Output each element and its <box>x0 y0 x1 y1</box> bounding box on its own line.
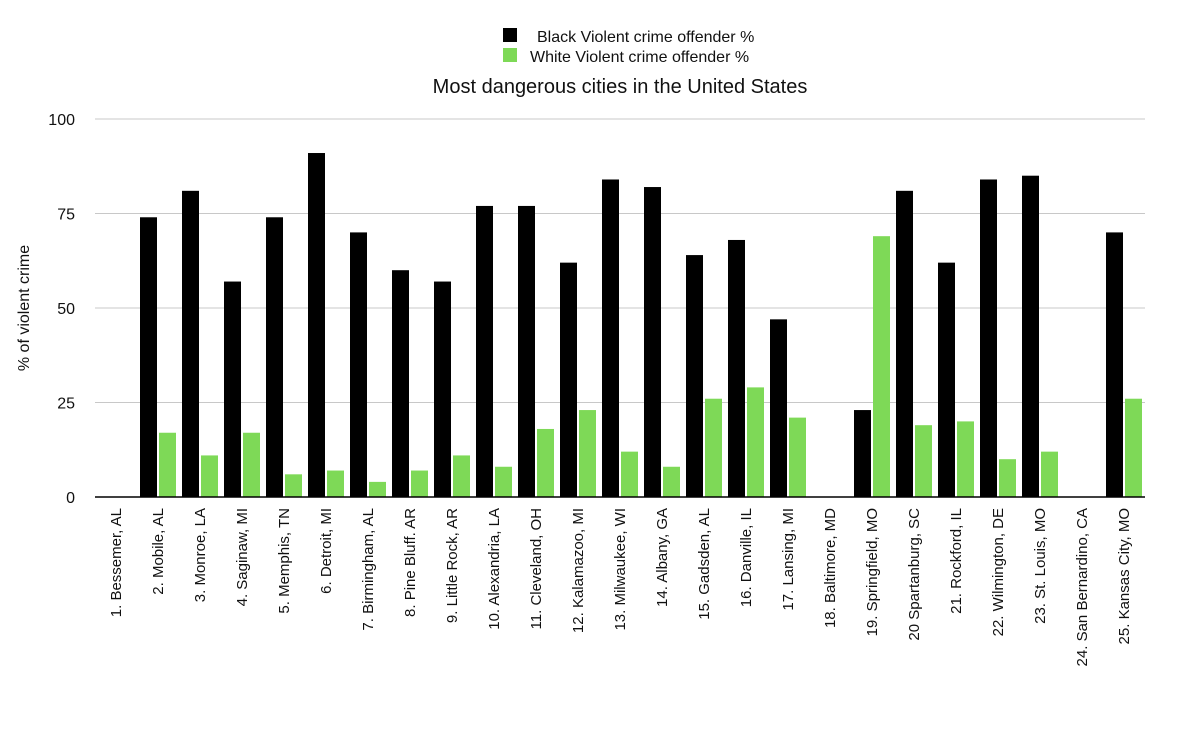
x-tick-label: 10. Alexandria, LA <box>486 508 503 630</box>
bar-black <box>854 410 871 497</box>
y-tick-label: 0 <box>66 490 75 507</box>
bar-white <box>1041 451 1058 497</box>
x-tick-label: 22. Wilmington, DE <box>990 508 1007 636</box>
bar-white <box>999 459 1016 497</box>
x-tick-label: 8. Pine Bluff. AR <box>402 508 419 617</box>
bar-white <box>789 417 806 497</box>
bar-black <box>770 319 787 497</box>
x-tick-label: 4. Saginaw, MI <box>234 508 251 606</box>
bar-black <box>1022 175 1039 497</box>
bar-white <box>915 425 932 497</box>
legend-label-white: White Violent crime offender % <box>530 49 749 66</box>
bar-white <box>663 466 680 497</box>
bar-black <box>980 179 997 498</box>
y-axis-label: % of violent crime <box>16 245 33 371</box>
x-tick-label: 25. Kansas City, MO <box>1116 508 1133 644</box>
bar-white <box>411 470 428 497</box>
x-tick-label: 16. Danville, IL <box>738 508 755 607</box>
x-tick-label: 3. Monroe, LA <box>192 508 209 602</box>
x-tick-label: 12. Kalamazoo, MI <box>570 508 587 633</box>
bar-white <box>453 455 470 497</box>
bar-black <box>266 217 283 497</box>
x-tick-label: 15. Gadsden, AL <box>696 508 713 620</box>
bar-white <box>201 455 218 497</box>
x-tick-label: 9. Little Rock, AR <box>444 508 461 623</box>
bar-black <box>392 270 409 497</box>
chart-title: Most dangerous cities in the United Stat… <box>433 76 808 98</box>
y-tick-label: 50 <box>57 301 75 318</box>
bar-white <box>579 410 596 497</box>
x-tick-label: 2. Mobile, AL <box>150 508 167 595</box>
x-tick-label: 7. Birmingham, AL <box>360 508 377 631</box>
bar-white <box>957 421 974 497</box>
bar-white <box>873 236 890 497</box>
bar-white <box>285 474 302 497</box>
legend-swatch-black <box>503 28 517 42</box>
bar-black <box>602 179 619 498</box>
bar-white <box>747 387 764 497</box>
x-tick-label: 14. Albany, GA <box>654 508 671 607</box>
bars <box>140 153 1142 498</box>
bar-black <box>938 262 955 497</box>
x-tick-label: 24. San Bernardino, CA <box>1074 508 1091 666</box>
bar-white <box>705 398 722 497</box>
y-tick-label: 75 <box>57 207 75 224</box>
y-axis-ticks: 0 25 50 75 100 <box>48 112 75 507</box>
bar-black <box>434 281 451 497</box>
bar-white <box>495 466 512 497</box>
x-tick-label: 5. Memphis, TN <box>276 508 293 614</box>
bar-black <box>182 190 199 497</box>
bar-black <box>1106 232 1123 497</box>
bar-black <box>560 262 577 497</box>
bar-white <box>159 432 176 497</box>
bar-black <box>728 239 745 497</box>
bar-white <box>327 470 344 497</box>
bar-black <box>308 153 325 497</box>
bar-white <box>537 428 554 497</box>
x-tick-label: 19. Springfield, MO <box>864 508 881 636</box>
bar-black <box>140 217 157 497</box>
x-tick-label: 13. Milwaukee, WI <box>612 508 629 631</box>
legend-swatch-white <box>503 48 517 62</box>
bar-black <box>350 232 367 497</box>
bar-black <box>644 187 661 498</box>
legend-label-black: Black Violent crime offender % <box>537 29 754 46</box>
legend: Black Violent crime offender % White Vio… <box>503 28 754 66</box>
x-tick-label: 20 Spartanburg, SC <box>906 508 923 641</box>
bar-black <box>476 205 493 497</box>
bar-black <box>224 281 241 497</box>
x-tick-label: 11. Cleveland, OH <box>528 508 545 629</box>
bar-white <box>243 432 260 497</box>
bar-black <box>686 255 703 497</box>
x-tick-label: 1. Bessemer, AL <box>108 508 125 617</box>
y-tick-label: 100 <box>48 112 75 129</box>
y-tick-label: 25 <box>57 396 75 413</box>
bar-black <box>518 205 535 497</box>
x-tick-label: 17. Lansing, MI <box>780 508 797 611</box>
bar-black <box>896 190 913 497</box>
x-tick-label: 23. St. Louis, MO <box>1032 508 1049 624</box>
x-tick-label: 6. Detroit, MI <box>318 508 335 594</box>
bar-white <box>1125 398 1142 497</box>
x-tick-label: 18. Baltimore, MD <box>822 508 839 628</box>
bar-white <box>369 481 386 497</box>
x-axis-ticks: 1. Bessemer, AL 2. Mobile, AL 3. Monroe, L… <box>108 508 1133 667</box>
bar-white <box>621 451 638 497</box>
x-tick-label: 21. Rockford, IL <box>948 508 965 614</box>
